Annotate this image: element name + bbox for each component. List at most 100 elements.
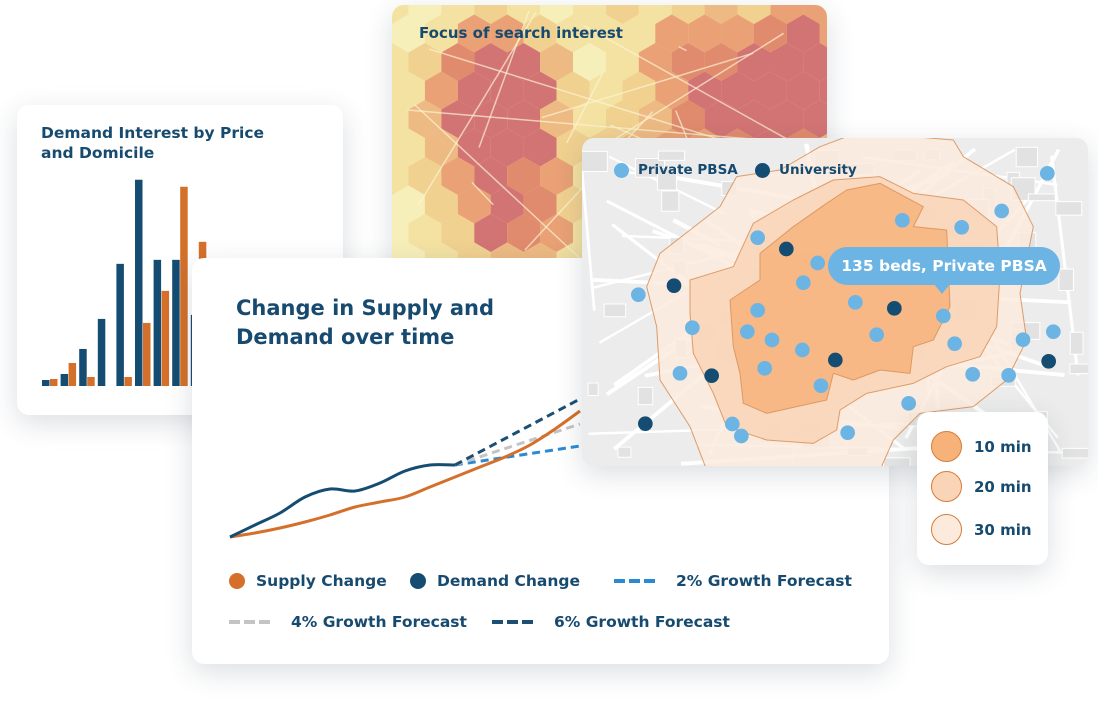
hex-cell	[770, 5, 804, 24]
hex-cell	[786, 71, 820, 110]
iso-10-item: 10 min	[931, 431, 1032, 462]
isochrone-legend: 10 min 20 min 30 min	[917, 412, 1048, 565]
university-marker[interactable]	[887, 301, 902, 316]
private-pbsa-marker[interactable]	[1046, 324, 1061, 339]
legend-forecast-2: 2% Growth Forecast	[614, 572, 852, 590]
bar-blue	[79, 348, 87, 386]
iso-10-swatch-icon	[931, 431, 962, 462]
private-pbsa-marker[interactable]	[750, 230, 765, 245]
bar-blue	[97, 318, 106, 386]
heatmap-title: Focus of search interest	[419, 24, 623, 42]
building	[1015, 146, 1038, 168]
hex-cell	[441, 5, 475, 24]
private-pbsa-marker[interactable]	[795, 342, 810, 358]
street-line	[541, 52, 754, 119]
university-marker[interactable]	[666, 278, 682, 293]
iso-30-item: 30 min	[931, 514, 1032, 545]
private-pbsa-marker[interactable]	[740, 324, 755, 339]
university-marker[interactable]	[1041, 354, 1056, 369]
hex-cell	[573, 5, 606, 24]
legend-forecast-2-label: 2% Growth Forecast	[676, 572, 852, 590]
hex-cell	[671, 43, 705, 81]
hex-cell	[556, 185, 590, 224]
street-line	[471, 182, 494, 206]
private-pbsa-marker[interactable]	[936, 308, 951, 324]
hex-cell	[408, 5, 442, 24]
hex-cell	[441, 43, 475, 81]
hex-cell	[622, 14, 656, 53]
private-pbsa-marker[interactable]	[840, 425, 855, 440]
supply-line	[229, 409, 581, 539]
building	[1069, 363, 1088, 375]
hex-cell	[507, 100, 541, 138]
hex-cell	[704, 100, 738, 138]
bar-blue	[153, 259, 162, 386]
hex-cell	[392, 128, 425, 167]
hex-cell	[721, 14, 754, 53]
private-pbsa-marker[interactable]	[965, 367, 980, 382]
bar-orange	[180, 186, 188, 386]
university-marker[interactable]	[638, 416, 653, 431]
hex-cell	[424, 185, 458, 224]
hex-cell	[523, 14, 557, 53]
legend-demand: Demand Change	[410, 572, 580, 590]
street-line	[583, 24, 816, 156]
private-pbsa-marker[interactable]	[954, 220, 969, 235]
hex-cell	[507, 43, 541, 81]
university-marker[interactable]	[779, 241, 794, 257]
hex-cell	[819, 19, 827, 48]
bar-orange	[124, 376, 132, 386]
bar-orange	[87, 376, 95, 386]
private-pbsa-marker[interactable]	[1040, 166, 1055, 181]
street-line	[413, 104, 596, 273]
private-pbsa-marker[interactable]	[848, 295, 863, 310]
private-pbsa-marker[interactable]	[757, 361, 772, 376]
private-pbsa-marker[interactable]	[813, 378, 829, 393]
catchment-map[interactable]	[582, 138, 1088, 466]
private-pbsa-marker[interactable]	[1001, 368, 1016, 383]
building	[1058, 268, 1074, 292]
legend-supply-label: Supply Change	[256, 572, 387, 590]
private-pbsa-marker[interactable]	[685, 320, 700, 335]
iso-20-label: 20 min	[974, 477, 1032, 496]
hex-cell	[803, 43, 827, 81]
private-pbsa-marker[interactable]	[895, 213, 910, 228]
hex-cell	[754, 14, 787, 53]
hex-cell	[819, 76, 827, 105]
private-pbsa-marker[interactable]	[796, 275, 811, 290]
hex-cell	[556, 14, 590, 53]
private-pbsa-marker[interactable]	[725, 416, 740, 432]
private-pbsa-marker[interactable]	[1015, 332, 1031, 347]
private-pbsa-marker[interactable]	[901, 396, 916, 411]
private-pbsa-marker[interactable]	[672, 366, 688, 381]
hex-cell	[737, 100, 771, 138]
hex-cell	[523, 128, 557, 167]
private-pbsa-marker[interactable]	[947, 336, 962, 351]
iso-20-swatch-icon	[931, 471, 962, 502]
building	[603, 303, 627, 318]
map-tooltip: 135 beds, Private PBSA	[828, 247, 1060, 294]
private-pbsa-marker[interactable]	[764, 332, 780, 348]
private-pbsa-marker[interactable]	[750, 303, 765, 318]
private-pbsa-marker[interactable]	[810, 255, 825, 271]
hex-cell	[490, 128, 524, 167]
private-pbsa-marker[interactable]	[994, 203, 1009, 219]
hex-cell	[671, 100, 705, 138]
university-marker[interactable]	[828, 352, 843, 368]
hex-cell	[655, 14, 689, 53]
iso-20-item: 20 min	[931, 471, 1032, 502]
street-line	[566, 72, 604, 144]
building	[1027, 193, 1056, 202]
street-line	[582, 170, 596, 311]
street-line	[678, 45, 687, 52]
iso-30-swatch-icon	[931, 514, 962, 545]
legend-forecast-6-label: 6% Growth Forecast	[554, 613, 730, 631]
private-pbsa-marker[interactable]	[631, 287, 646, 302]
private-pbsa-marker[interactable]	[734, 428, 749, 444]
hex-cell	[688, 71, 722, 110]
private-pbsa-marker[interactable]	[869, 327, 884, 342]
street-line	[417, 12, 537, 206]
hex-cell	[408, 43, 442, 81]
hex-cell	[424, 71, 458, 110]
university-marker[interactable]	[704, 368, 719, 383]
